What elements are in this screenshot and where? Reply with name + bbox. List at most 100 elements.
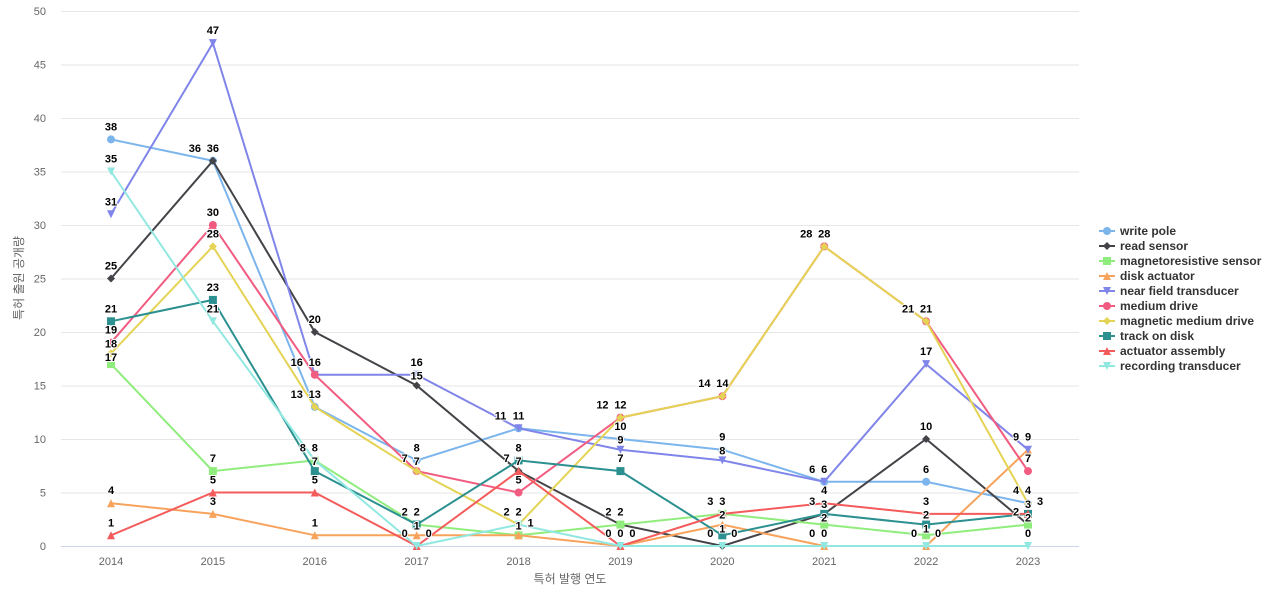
legend-marker-icon[interactable] xyxy=(1103,287,1111,295)
legend-item[interactable]: medium drive xyxy=(1099,299,1198,313)
data-point[interactable] xyxy=(718,456,727,465)
data-point[interactable] xyxy=(107,167,115,176)
legend-marker-icon[interactable] xyxy=(1103,332,1111,340)
data-point[interactable] xyxy=(107,531,115,540)
data-point[interactable] xyxy=(107,360,115,369)
data-point[interactable] xyxy=(412,456,421,465)
y-tick-label: 15 xyxy=(34,381,46,393)
data-label: 35 xyxy=(105,154,117,166)
legend-item[interactable]: track on disk xyxy=(1099,329,1194,343)
data-point[interactable] xyxy=(718,531,727,540)
data-point[interactable] xyxy=(310,402,319,411)
legend-item[interactable]: actuator assembly xyxy=(1099,344,1226,358)
data-point[interactable] xyxy=(1024,445,1032,454)
data-point[interactable] xyxy=(922,531,931,540)
data-point[interactable] xyxy=(718,392,727,401)
data-point[interactable] xyxy=(107,274,115,283)
data-point[interactable] xyxy=(718,445,727,454)
legend-item[interactable]: magnetoresistive sensor xyxy=(1099,254,1262,268)
legend-marker-icon[interactable] xyxy=(1103,302,1111,310)
data-point[interactable] xyxy=(208,295,217,304)
data-point[interactable] xyxy=(310,467,319,476)
data-label: 2 xyxy=(515,507,521,519)
data-point[interactable] xyxy=(514,424,523,433)
data-point[interactable] xyxy=(208,39,217,48)
legend-marker-icon[interactable] xyxy=(1103,272,1111,280)
series-line xyxy=(110,40,1029,483)
data-point[interactable] xyxy=(310,488,319,497)
data-point[interactable] xyxy=(1024,509,1032,518)
data-point[interactable] xyxy=(922,509,931,518)
data-point[interactable] xyxy=(412,370,421,379)
data-point[interactable] xyxy=(107,499,115,508)
data-point[interactable] xyxy=(922,477,931,486)
data-point[interactable] xyxy=(514,531,523,540)
legend-marker-icon[interactable] xyxy=(1103,227,1111,235)
data-point[interactable] xyxy=(310,328,319,336)
data-point[interactable] xyxy=(310,370,319,379)
legend-marker-icon[interactable] xyxy=(1103,347,1111,355)
data-point[interactable] xyxy=(616,445,625,454)
data-point[interactable] xyxy=(412,381,421,390)
data-point[interactable] xyxy=(107,349,115,358)
data-point[interactable] xyxy=(107,135,115,144)
data-point[interactable] xyxy=(412,467,421,476)
data-point[interactable] xyxy=(922,317,931,326)
legend-item[interactable]: magnetic medium drive xyxy=(1099,314,1254,328)
data-point[interactable] xyxy=(412,542,421,550)
data-point[interactable] xyxy=(208,156,217,165)
data-point[interactable] xyxy=(412,531,421,540)
data-point[interactable] xyxy=(616,467,625,476)
data-point[interactable] xyxy=(514,456,523,465)
data-point[interactable] xyxy=(616,542,625,550)
data-point[interactable] xyxy=(718,509,727,518)
data-point[interactable] xyxy=(922,360,931,369)
data-point[interactable] xyxy=(514,488,523,497)
data-label: 28 xyxy=(818,228,830,240)
data-point[interactable] xyxy=(107,317,115,326)
data-point[interactable] xyxy=(107,338,115,347)
data-point[interactable] xyxy=(208,509,217,518)
legend-marker-icon[interactable] xyxy=(1103,242,1111,250)
data-point[interactable] xyxy=(1024,520,1032,529)
data-point[interactable] xyxy=(616,413,625,422)
data-label: 0 xyxy=(426,528,432,540)
data-point[interactable] xyxy=(310,531,319,540)
data-point[interactable] xyxy=(208,317,217,326)
legend-item[interactable]: near field transducer xyxy=(1099,284,1239,298)
data-point[interactable] xyxy=(208,467,217,476)
legend-marker-icon[interactable] xyxy=(1103,257,1111,265)
data-label: 7 xyxy=(402,453,408,465)
data-point[interactable] xyxy=(208,488,217,497)
data-point[interactable] xyxy=(820,520,829,529)
data-point[interactable] xyxy=(107,210,115,219)
data-point[interactable] xyxy=(616,520,625,529)
data-point[interactable] xyxy=(208,242,217,251)
data-point[interactable] xyxy=(412,520,421,529)
data-point[interactable] xyxy=(820,477,829,486)
data-point[interactable] xyxy=(310,456,319,465)
data-point[interactable] xyxy=(922,435,931,443)
data-point[interactable] xyxy=(1024,542,1032,550)
data-point[interactable] xyxy=(718,520,727,529)
legend-marker-icon[interactable] xyxy=(1103,362,1111,370)
legend-item[interactable]: read sensor xyxy=(1099,239,1188,253)
data-point[interactable] xyxy=(820,499,829,508)
data-point[interactable] xyxy=(718,542,727,550)
data-point[interactable] xyxy=(514,520,523,529)
data-point[interactable] xyxy=(922,542,931,550)
legend-item[interactable]: disk actuator xyxy=(1099,269,1195,283)
data-point[interactable] xyxy=(616,435,625,443)
data-point[interactable] xyxy=(514,467,523,476)
data-label: 15 xyxy=(411,371,423,383)
data-point[interactable] xyxy=(208,221,217,229)
data-point[interactable] xyxy=(820,242,829,251)
legend-item[interactable]: write pole xyxy=(1099,224,1176,238)
data-point[interactable] xyxy=(820,542,829,550)
data-point[interactable] xyxy=(1024,499,1032,508)
data-point[interactable] xyxy=(922,520,931,529)
legend-item[interactable]: recording transducer xyxy=(1099,359,1241,373)
data-point[interactable] xyxy=(1024,467,1032,476)
data-point[interactable] xyxy=(820,509,829,518)
legend-marker-icon[interactable] xyxy=(1103,317,1111,325)
